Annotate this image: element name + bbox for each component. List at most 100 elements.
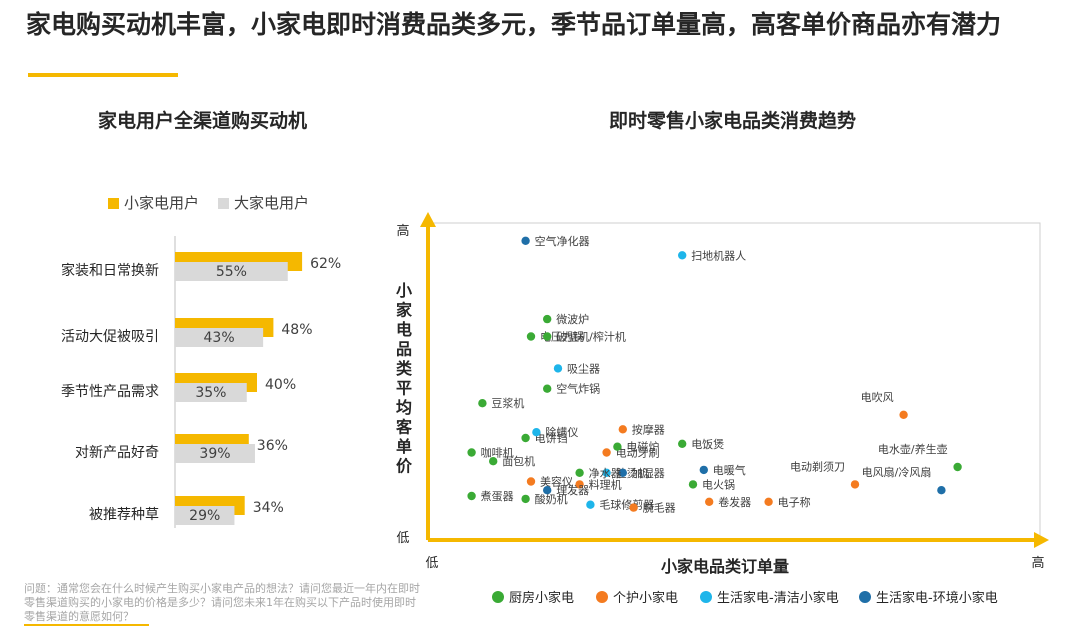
scatter-label-6: 豆浆机	[491, 396, 524, 410]
scatter-point-21	[688, 480, 698, 489]
bar-large-appliance-3	[175, 444, 255, 463]
x-axis-arrow	[1034, 532, 1049, 548]
scatter-label-4: 破壁机/榨汁机	[556, 330, 626, 344]
scatter-label-23: 煮蛋器	[481, 490, 514, 503]
footnote-underline	[24, 624, 149, 626]
scatter-point-16	[602, 468, 611, 477]
scatter-point-5	[553, 364, 563, 373]
scatter-point-12	[602, 448, 611, 457]
x-low-label: 低	[425, 556, 438, 571]
y-low-label: 低	[396, 531, 409, 546]
scatter-label-14: 电饭煲	[691, 438, 724, 451]
scatter-label-9: 除螨仪	[545, 425, 578, 439]
scatter-point-25	[521, 494, 530, 504]
x-high-label: 高	[1031, 555, 1044, 571]
scatter-legend-swatch-2	[700, 591, 712, 603]
scatter-label-15: 面包机	[502, 454, 535, 468]
legend-swatch-0	[108, 198, 119, 209]
scatter-point-2	[543, 314, 552, 324]
bar-large-appliance-2	[175, 383, 247, 402]
scatter-label-20: 净水器	[589, 466, 622, 480]
scatter-label-21: 电火锅	[702, 478, 735, 491]
category-scatter-chart: 高低低 高小家电品类订单量小家电品类平均客单价空气净化器扫地机器人微波炉电压力锅破…	[396, 212, 1049, 606]
scatter-point-0	[521, 236, 530, 245]
scatter-point-23	[467, 491, 476, 501]
scatter-point-11	[467, 448, 476, 457]
scatter-label-5: 吸尘器	[567, 362, 600, 375]
footnote: 问题：通常您会在什么时候产生购买小家电产品的想法？请问您最近一年内在即时零售渠道…	[24, 582, 420, 623]
category-label-3: 对新产品好奇	[75, 444, 159, 461]
bar-value-large-4: 29%	[189, 508, 220, 524]
category-label-4: 被推荐种草	[89, 507, 159, 523]
scatter-point-30	[899, 410, 908, 419]
bar-value-small-0: 62%	[310, 256, 341, 272]
scatter-point-26	[586, 500, 595, 509]
scatter-point-13	[613, 442, 622, 451]
bar-value-large-3: 39%	[199, 446, 230, 462]
scatter-label-7: 空气炸锅	[556, 382, 600, 396]
scatter-point-10	[618, 425, 627, 434]
scatter-point-20	[575, 468, 584, 477]
bar-value-large-0: 55%	[216, 264, 247, 280]
scatter-label-31: 电动剃须刀	[790, 460, 845, 473]
scatter-label-27: 脱毛器	[643, 501, 676, 515]
scatter-label-2: 微波炉	[556, 312, 589, 326]
scatter-label-25: 酸奶机	[535, 492, 568, 506]
scatter-label-26: 毛球修剪器	[599, 498, 654, 512]
bar-large-appliance-4	[175, 506, 235, 525]
scatter-label-32: 电水壶/养生壶	[878, 442, 948, 456]
scatter-label-13: 电磁炉	[626, 441, 659, 454]
scatter-point-29	[764, 497, 773, 506]
scatter-point-4	[543, 332, 552, 341]
scatter-label-29: 电子称	[778, 495, 811, 509]
scatter-point-15	[489, 457, 498, 466]
y-axis-arrow	[420, 212, 436, 227]
bar-value-small-4: 34%	[253, 500, 284, 516]
scatter-point-3	[526, 332, 536, 341]
category-label-1: 活动大促被吸引	[61, 329, 159, 345]
left-chart-title: 家电用户全渠道购买动机	[98, 110, 308, 132]
right-chart-title: 即时零售小家电品类消费趋势	[609, 110, 857, 132]
scatter-label-1: 扫地机器人	[691, 248, 746, 262]
category-label-2: 季节性产品需求	[61, 384, 159, 400]
scatter-point-17	[618, 468, 627, 477]
scatter-point-28	[705, 497, 714, 506]
scatter-legend-label-1: 个护小家电	[613, 590, 678, 606]
scatter-point-18	[699, 465, 708, 475]
page-header: 家电购买动机丰富，小家电即时消费品类多元，季节品订单量高，高客单价商品亦有潜力	[26, 8, 1066, 77]
scatter-label-28: 卷发器	[718, 495, 751, 509]
scatter-point-33	[937, 486, 946, 495]
legend-swatch-1	[218, 198, 229, 209]
scatter-label-22: 料理机	[589, 477, 622, 491]
scatter-point-7	[543, 384, 552, 393]
scatter-point-8	[521, 433, 530, 443]
scatter-label-24: 理发器	[556, 483, 589, 497]
legend-label-0: 小家电用户	[124, 194, 199, 212]
scatter-point-1	[678, 251, 687, 260]
scatter-point-32	[953, 462, 962, 472]
bar-value-small-2: 40%	[265, 377, 296, 393]
scatter-point-19	[526, 477, 536, 486]
y-high-label: 高	[396, 223, 409, 239]
scatter-label-17: 加湿器	[632, 467, 665, 480]
scatter-point-24	[543, 486, 552, 495]
scatter-legend-swatch-0	[492, 591, 504, 603]
bar-value-large-1: 43%	[204, 330, 235, 346]
scatter-label-18: 电暖气	[713, 463, 746, 477]
legend-label-1: 大家电用户	[234, 194, 309, 212]
scatter-label-3: 电压力锅	[540, 331, 584, 344]
scatter-point-31	[850, 480, 860, 489]
x-axis-title: 小家电品类订单量	[661, 557, 789, 576]
scatter-point-6	[478, 399, 487, 408]
bar-large-appliance-0	[175, 262, 288, 281]
scatter-label-0: 空气净化器	[535, 234, 590, 248]
scatter-label-11: 咖啡机	[481, 446, 514, 460]
bar-value-small-3: 36%	[257, 438, 288, 454]
scatter-point-22	[575, 480, 584, 489]
category-label-0: 家装和日常换新	[61, 262, 159, 279]
scatter-point-14	[678, 439, 687, 448]
scatter-label-10: 按摩器	[632, 422, 665, 436]
scatter-label-8: 电饼铛	[535, 431, 568, 445]
page-title: 家电购买动机丰富，小家电即时消费品类多元，季节品订单量高，高客单价商品亦有潜力	[26, 10, 1002, 39]
